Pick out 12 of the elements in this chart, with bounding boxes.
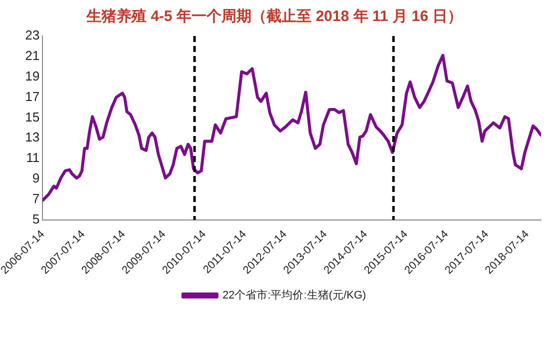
y-tick-label: 19 — [25, 68, 40, 84]
y-tick-label: 13 — [25, 130, 40, 145]
y-tick-label: 23 — [25, 28, 40, 43]
y-tick-label: 11 — [26, 150, 40, 166]
y-tick-label: 21 — [25, 48, 40, 64]
y-tick-label: 15 — [25, 109, 40, 124]
y-tick-label: 5 — [32, 211, 40, 226]
y-tick-label: 7 — [32, 191, 40, 206]
y-tick-label: 9 — [32, 170, 40, 186]
legend-label: 22个省市:平均价:生猪(元/KG) — [222, 288, 366, 302]
chart-title: 生猪养殖 4-5 年一个周期（截止至 2018 年 11 月 16 日） — [86, 7, 462, 26]
y-tick-label: 17 — [25, 88, 40, 104]
